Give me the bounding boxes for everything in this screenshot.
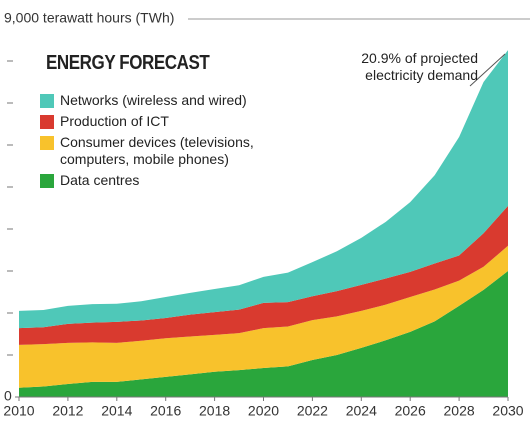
legend-swatch [40, 115, 54, 129]
area [19, 205, 508, 345]
legend-swatch [40, 174, 54, 188]
annotation-leader [469, 53, 506, 87]
x-tick-label: 2012 [52, 403, 83, 419]
legend: Networks (wireless and wired) Production … [40, 92, 280, 193]
legend-item: Production of ICT [40, 113, 280, 130]
legend-swatch [40, 94, 54, 108]
legend-label: Consumer devices (televisions, computers… [60, 134, 254, 167]
area [19, 245, 508, 388]
x-tick-label: 2022 [297, 403, 328, 419]
legend-label: Production of ICT [60, 113, 169, 129]
x-tick-label: 2016 [150, 403, 181, 419]
legend-label: Data centres [60, 172, 140, 188]
legend-swatch [40, 136, 54, 150]
x-tick-label: 2026 [395, 403, 426, 419]
legend-item: Networks (wireless and wired) [40, 92, 280, 109]
legend-item: Data centres [40, 172, 280, 189]
x-tick-label: 2020 [248, 403, 279, 419]
x-tick-label: 2030 [492, 403, 523, 419]
x-tick-label: 2018 [199, 403, 230, 419]
x-tick-label: 2024 [346, 403, 377, 419]
plot [19, 50, 508, 397]
annotation: 20.9% of projected electricity demand [361, 50, 478, 83]
legend-item: Consumer devices (televisions, computers… [40, 134, 280, 168]
chart-title: ENERGY FORECAST [46, 52, 210, 74]
area [19, 50, 508, 329]
x-tick-label: 2014 [101, 403, 132, 419]
x-tick-label: 2028 [444, 403, 475, 419]
area [19, 271, 508, 397]
y-tick-label: 9,000 terawatt hours (TWh) [4, 10, 174, 26]
legend-label: Networks (wireless and wired) [60, 92, 247, 108]
x-tick-label: 2010 [3, 403, 34, 419]
y-tick-label: 0 [4, 388, 12, 404]
